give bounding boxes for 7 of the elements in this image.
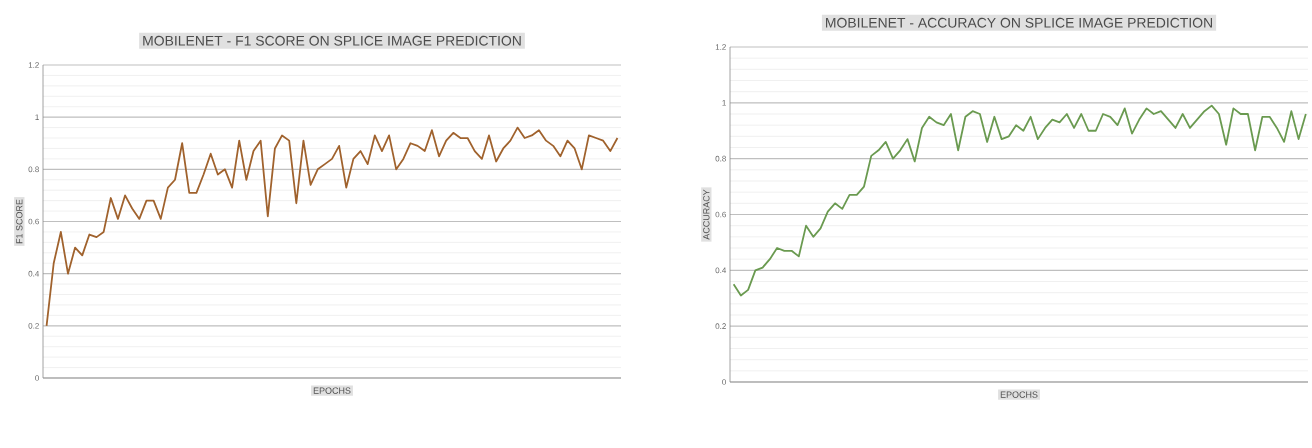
- chart-title: MOBILENET - ACCURACY ON SPLICE IMAGE PREDICTION: [826, 17, 1212, 28]
- chart-title: MOBILENET - F1 SCORE ON SPLICE IMAGE PREDICTION: [143, 35, 521, 46]
- line-series: [45, 126, 619, 327]
- y-axis-title: F1 SCORE: [16, 199, 23, 244]
- x-axis-title: EPOCHS: [1000, 391, 1038, 398]
- x-axis-title: EPOCHS: [313, 387, 351, 394]
- y-axis-title: ACCURACY: [703, 189, 710, 240]
